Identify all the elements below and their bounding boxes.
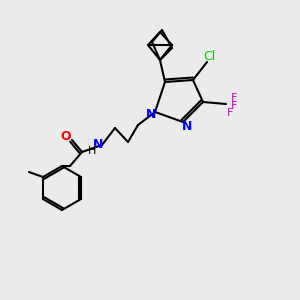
Text: H: H — [88, 146, 96, 156]
Text: Cl: Cl — [203, 50, 215, 64]
Text: F: F — [227, 108, 233, 118]
Text: F: F — [231, 101, 237, 111]
Text: N: N — [93, 137, 103, 151]
Text: F: F — [231, 93, 237, 103]
Text: N: N — [182, 119, 192, 133]
Text: N: N — [146, 107, 156, 121]
Text: O: O — [61, 130, 71, 142]
